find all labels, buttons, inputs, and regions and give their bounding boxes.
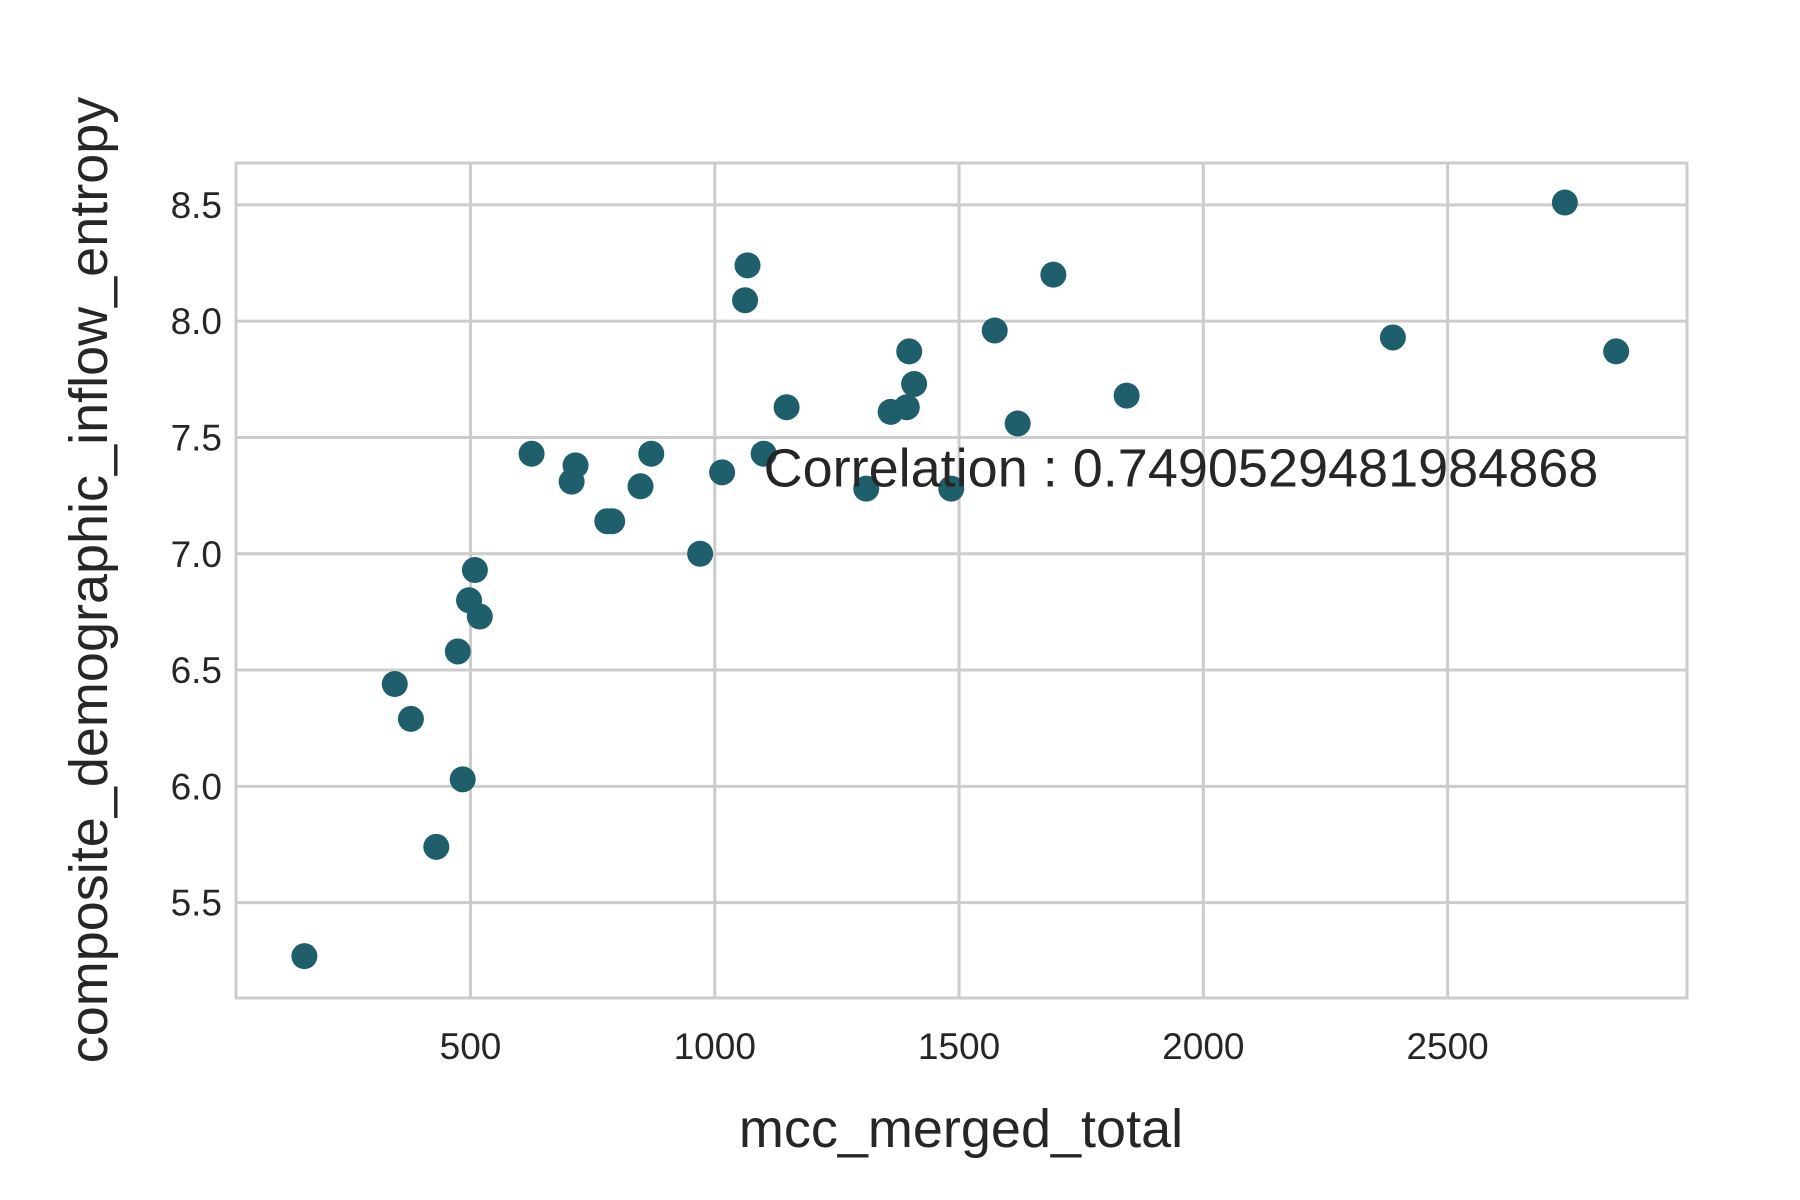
y-tick-label: 7.0 [171,534,222,575]
y-tick-label: 8.0 [171,301,222,342]
data-point [1551,189,1578,216]
data-point [518,440,545,467]
data-point [773,394,800,421]
data-point [1004,410,1031,437]
data-point [853,475,880,502]
x-tick-label: 1000 [674,1026,756,1067]
tick-labels: 500 1000 1500 2000 2500 5.5 6.0 6.5 7.0 7.5 8.0 8.5 [171,185,1489,1067]
data-point [291,943,318,970]
x-tick-label: 2000 [1162,1026,1244,1067]
data-point [709,459,736,486]
data-point [449,766,476,793]
y-tick-label: 5.5 [171,883,222,924]
data-point [461,557,488,584]
data-point [1040,261,1067,288]
data-point [901,370,928,397]
plot-frame [234,161,1689,1000]
correlation-annotation: Correlation : 0.7490529481984868 [764,439,1599,499]
x-tick-label: 2500 [1406,1026,1488,1067]
data-point [638,440,665,467]
x-tick-label: 500 [440,1026,502,1067]
data-point [1603,338,1630,365]
data-point [896,338,923,365]
data-point [732,287,759,314]
x-axis-label: mcc_merged_total [739,1099,1183,1159]
data-point [938,475,965,502]
data-point [562,452,589,479]
data-point [397,705,424,732]
data-point [423,833,450,860]
data-point [893,394,920,421]
x-tick-label: 1500 [918,1026,1000,1067]
data-point [734,252,761,279]
data-points [291,189,1630,970]
data-point [1379,324,1406,351]
data-point [750,440,777,467]
y-tick-label: 8.5 [171,185,222,226]
data-point [627,473,654,500]
y-tick-label: 6.0 [171,766,222,807]
data-point [444,638,471,665]
data-point [687,540,714,567]
y-tick-label: 6.5 [171,650,222,691]
data-point [1113,382,1140,409]
data-point [381,671,408,698]
grid-layer [236,163,1687,998]
data-point [599,508,626,535]
y-axis-label: composite_demographic_inflow_entropy [59,97,119,1064]
data-point [466,603,493,630]
y-tick-label: 7.5 [171,417,222,458]
data-point [981,317,1008,344]
